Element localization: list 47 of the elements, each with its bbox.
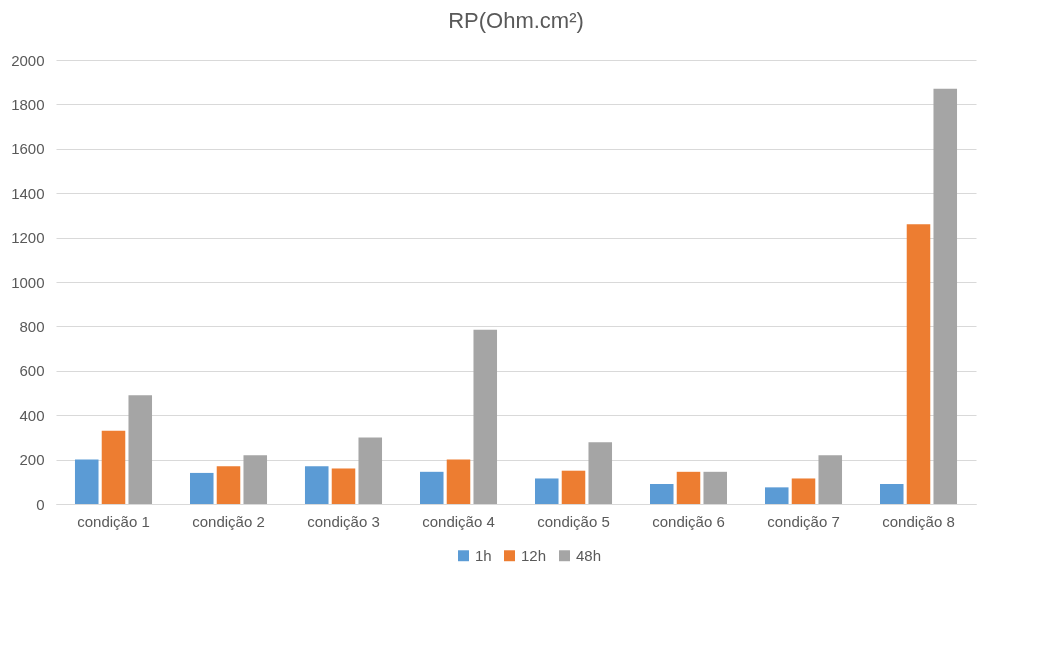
bar [358, 437, 383, 504]
bar [764, 487, 789, 504]
bar [419, 471, 444, 504]
bar [676, 471, 701, 504]
bar [879, 484, 904, 504]
legend-label: 12h [521, 546, 547, 564]
legend-label: 48h [576, 546, 602, 564]
bar [446, 459, 471, 504]
y-tick-label: 1600 [11, 140, 45, 158]
bar [331, 468, 356, 504]
bar [101, 430, 126, 504]
x-tick-label: condição 5 [537, 512, 610, 530]
x-tick-label: condição 3 [307, 512, 380, 530]
x-tick-label: condição 4 [422, 512, 495, 530]
y-tick-label: 0 [36, 495, 45, 513]
x-tick-label: condição 6 [652, 512, 725, 530]
bar [588, 442, 613, 504]
x-tick-label: condição 7 [767, 512, 840, 530]
y-tick-label: 200 [19, 451, 45, 469]
x-tick-label: condição 2 [192, 512, 265, 530]
x-tick-label: condição 8 [882, 512, 955, 530]
bar [791, 478, 816, 504]
bar [649, 484, 674, 504]
bar [703, 471, 728, 504]
bar [128, 395, 153, 504]
bar [189, 472, 214, 504]
bar [216, 466, 241, 504]
bar [933, 88, 958, 504]
chart-title: RP(Ohm.cm²) [448, 8, 584, 33]
bar [243, 455, 268, 504]
legend-label: 1h [475, 546, 492, 564]
y-tick-label: 1400 [11, 184, 45, 202]
bar [473, 329, 498, 504]
bar [818, 455, 843, 504]
bar [906, 224, 931, 504]
y-tick-label: 400 [19, 406, 45, 424]
y-tick-label: 1000 [11, 273, 45, 291]
bar [74, 459, 99, 504]
y-tick-label: 600 [19, 362, 45, 380]
x-tick-label: condição 1 [77, 512, 150, 530]
bar [561, 470, 586, 504]
y-tick-label: 2000 [11, 51, 45, 69]
y-tick-label: 800 [19, 317, 45, 335]
bar [534, 478, 559, 504]
y-tick-label: 1200 [11, 229, 45, 247]
y-tick-label: 1800 [11, 95, 45, 113]
bar [304, 466, 329, 504]
